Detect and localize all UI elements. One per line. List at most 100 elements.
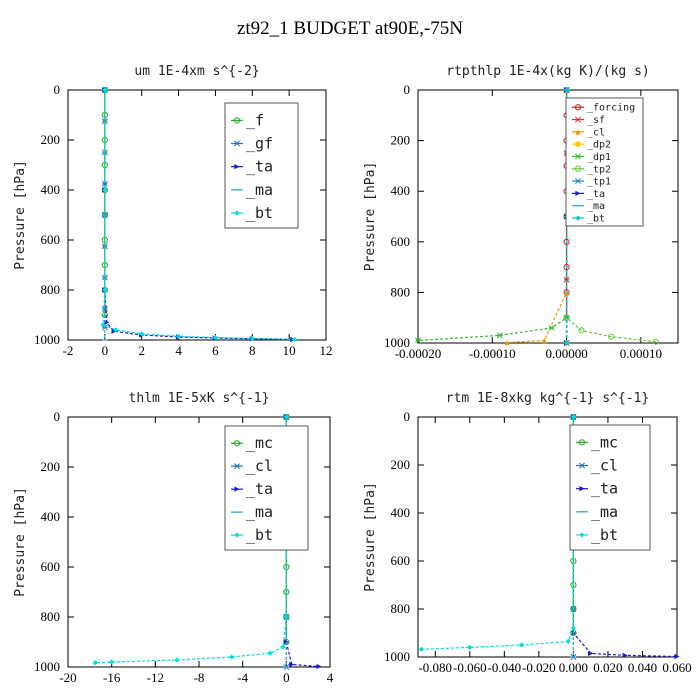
data-point xyxy=(622,652,628,658)
data-point xyxy=(113,327,119,333)
data-point xyxy=(563,87,570,93)
y-tick-label: 0 xyxy=(54,409,61,424)
legend-label: _bt xyxy=(246,204,273,222)
data-point xyxy=(289,661,295,668)
y-tick-label: 400 xyxy=(391,183,411,198)
legend-label: _mc xyxy=(246,434,273,452)
page-title: zt92_1 BUDGET at90E,-75N xyxy=(236,18,464,39)
y-axis-label: Pressure [hPa] xyxy=(363,162,378,272)
legend-label: _ta xyxy=(246,158,273,176)
data-point xyxy=(283,414,289,420)
data-point xyxy=(101,180,108,187)
legend-marker xyxy=(234,463,240,470)
legend-marker xyxy=(233,440,241,447)
series-bt xyxy=(100,87,298,343)
data-point xyxy=(563,264,570,271)
panel-title: um 1E-4xm s^{-2} xyxy=(134,64,259,79)
legend-label: _cl xyxy=(246,457,273,475)
y-tick-label: 400 xyxy=(41,182,61,197)
data-point xyxy=(316,663,322,670)
legend: _mc _cl _ta _ma _bt xyxy=(224,425,309,551)
y-tick-label: 800 xyxy=(41,282,61,297)
y-tick-label: 800 xyxy=(391,601,411,616)
series-bt xyxy=(92,414,289,666)
legend-marker xyxy=(233,117,241,124)
legend-marker xyxy=(575,215,581,221)
chart-panel-3: thlm 1E-5xK s^{-1} Pressure [hPa] 0 200 400 6… xyxy=(13,391,334,685)
x-tick-label: 0.020 xyxy=(593,660,622,675)
legend-marker xyxy=(574,104,582,111)
y-tick-label: 0 xyxy=(54,82,61,97)
data-point xyxy=(415,337,421,344)
y-tick-label: 1000 xyxy=(34,332,60,347)
x-tick-label: 0 xyxy=(283,670,290,685)
legend: _f _gf _ta _ma _bt xyxy=(224,102,299,229)
legend-marker xyxy=(579,462,585,469)
x-tick-label: -0.020 xyxy=(522,660,556,675)
legend-marker xyxy=(575,153,581,160)
data-point xyxy=(541,337,547,344)
y-axis-label: Pressure [hPa] xyxy=(363,482,378,592)
legend-label: _dp2 xyxy=(587,140,611,151)
x-tick-label: 2 xyxy=(138,343,145,358)
x-tick-label: -0.080 xyxy=(418,660,452,675)
series-cl xyxy=(504,87,570,346)
x-tick-label: 6 xyxy=(212,343,219,358)
data-point xyxy=(280,644,286,650)
data-point xyxy=(608,333,615,340)
legend: _forcing_sf_cl _dp2_dp1_tp2 _tp1_ta_ma _bt xyxy=(565,97,644,227)
x-tick-label: 10 xyxy=(283,343,296,358)
chart-panel-4: rtm 1E-8xkg kg^{-1} s^{-1} Pressure [hPa]… xyxy=(363,391,692,675)
panel-title: rtm 1E-8xkg kg^{-1} s^{-1} xyxy=(446,391,650,406)
x-tick-label: 8 xyxy=(249,343,256,358)
data-point xyxy=(588,650,594,656)
series-dp1 xyxy=(415,87,570,344)
x-tick-label: -16 xyxy=(103,670,121,685)
x-tick-label: 0.00000 xyxy=(545,346,587,361)
legend-label: _dp1 xyxy=(587,152,611,163)
x-tick-label: 0.040 xyxy=(628,660,657,675)
data-point xyxy=(212,334,219,341)
plot-frame xyxy=(417,416,678,658)
y-tick-label: 0 xyxy=(404,409,411,424)
y-tick-label: 200 xyxy=(41,132,61,147)
data-point xyxy=(229,654,235,660)
legend-marker xyxy=(234,210,240,216)
legend-label: _ma xyxy=(246,503,273,521)
y-tick-label: 1000 xyxy=(34,659,60,674)
data-point xyxy=(548,324,555,331)
x-tick-label: 4 xyxy=(327,670,334,685)
y-tick-label: 200 xyxy=(391,457,411,472)
legend-box xyxy=(224,425,309,551)
legend-label: _sf xyxy=(587,115,605,126)
legend-label: _forcing xyxy=(587,103,635,114)
legend-marker xyxy=(579,532,585,538)
data-point xyxy=(175,333,182,339)
series-line xyxy=(102,90,295,341)
x-tick-label: -0.060 xyxy=(453,660,487,675)
legend-label: _tp1 xyxy=(587,177,611,188)
data-point xyxy=(563,238,570,245)
legend-marker xyxy=(234,486,240,492)
legend-marker xyxy=(575,141,581,147)
legend-marker xyxy=(575,178,581,185)
data-point xyxy=(139,331,145,337)
legend-label: _ta xyxy=(246,480,273,498)
data-point xyxy=(570,414,576,420)
x-tick-label: -4 xyxy=(237,670,248,685)
x-tick-label: -0.00020 xyxy=(395,346,442,361)
legend-label: _tp2 xyxy=(587,164,611,175)
data-point xyxy=(111,328,117,334)
data-point xyxy=(100,322,106,328)
data-point xyxy=(496,332,503,339)
data-point xyxy=(92,660,98,666)
y-axis-label: Pressure [hPa] xyxy=(13,487,28,597)
data-point xyxy=(267,650,273,656)
y-tick-label: 600 xyxy=(391,553,411,568)
chart-panel-2: rtpthlp 1E-4x(kg K)/(kg s) Pressure [hPa]… xyxy=(363,64,679,361)
data-point xyxy=(563,276,570,283)
panel-title: rtpthlp 1E-4x(kg K)/(kg s) xyxy=(446,64,650,79)
y-tick-label: 600 xyxy=(391,234,411,249)
plot-frame xyxy=(67,89,327,341)
